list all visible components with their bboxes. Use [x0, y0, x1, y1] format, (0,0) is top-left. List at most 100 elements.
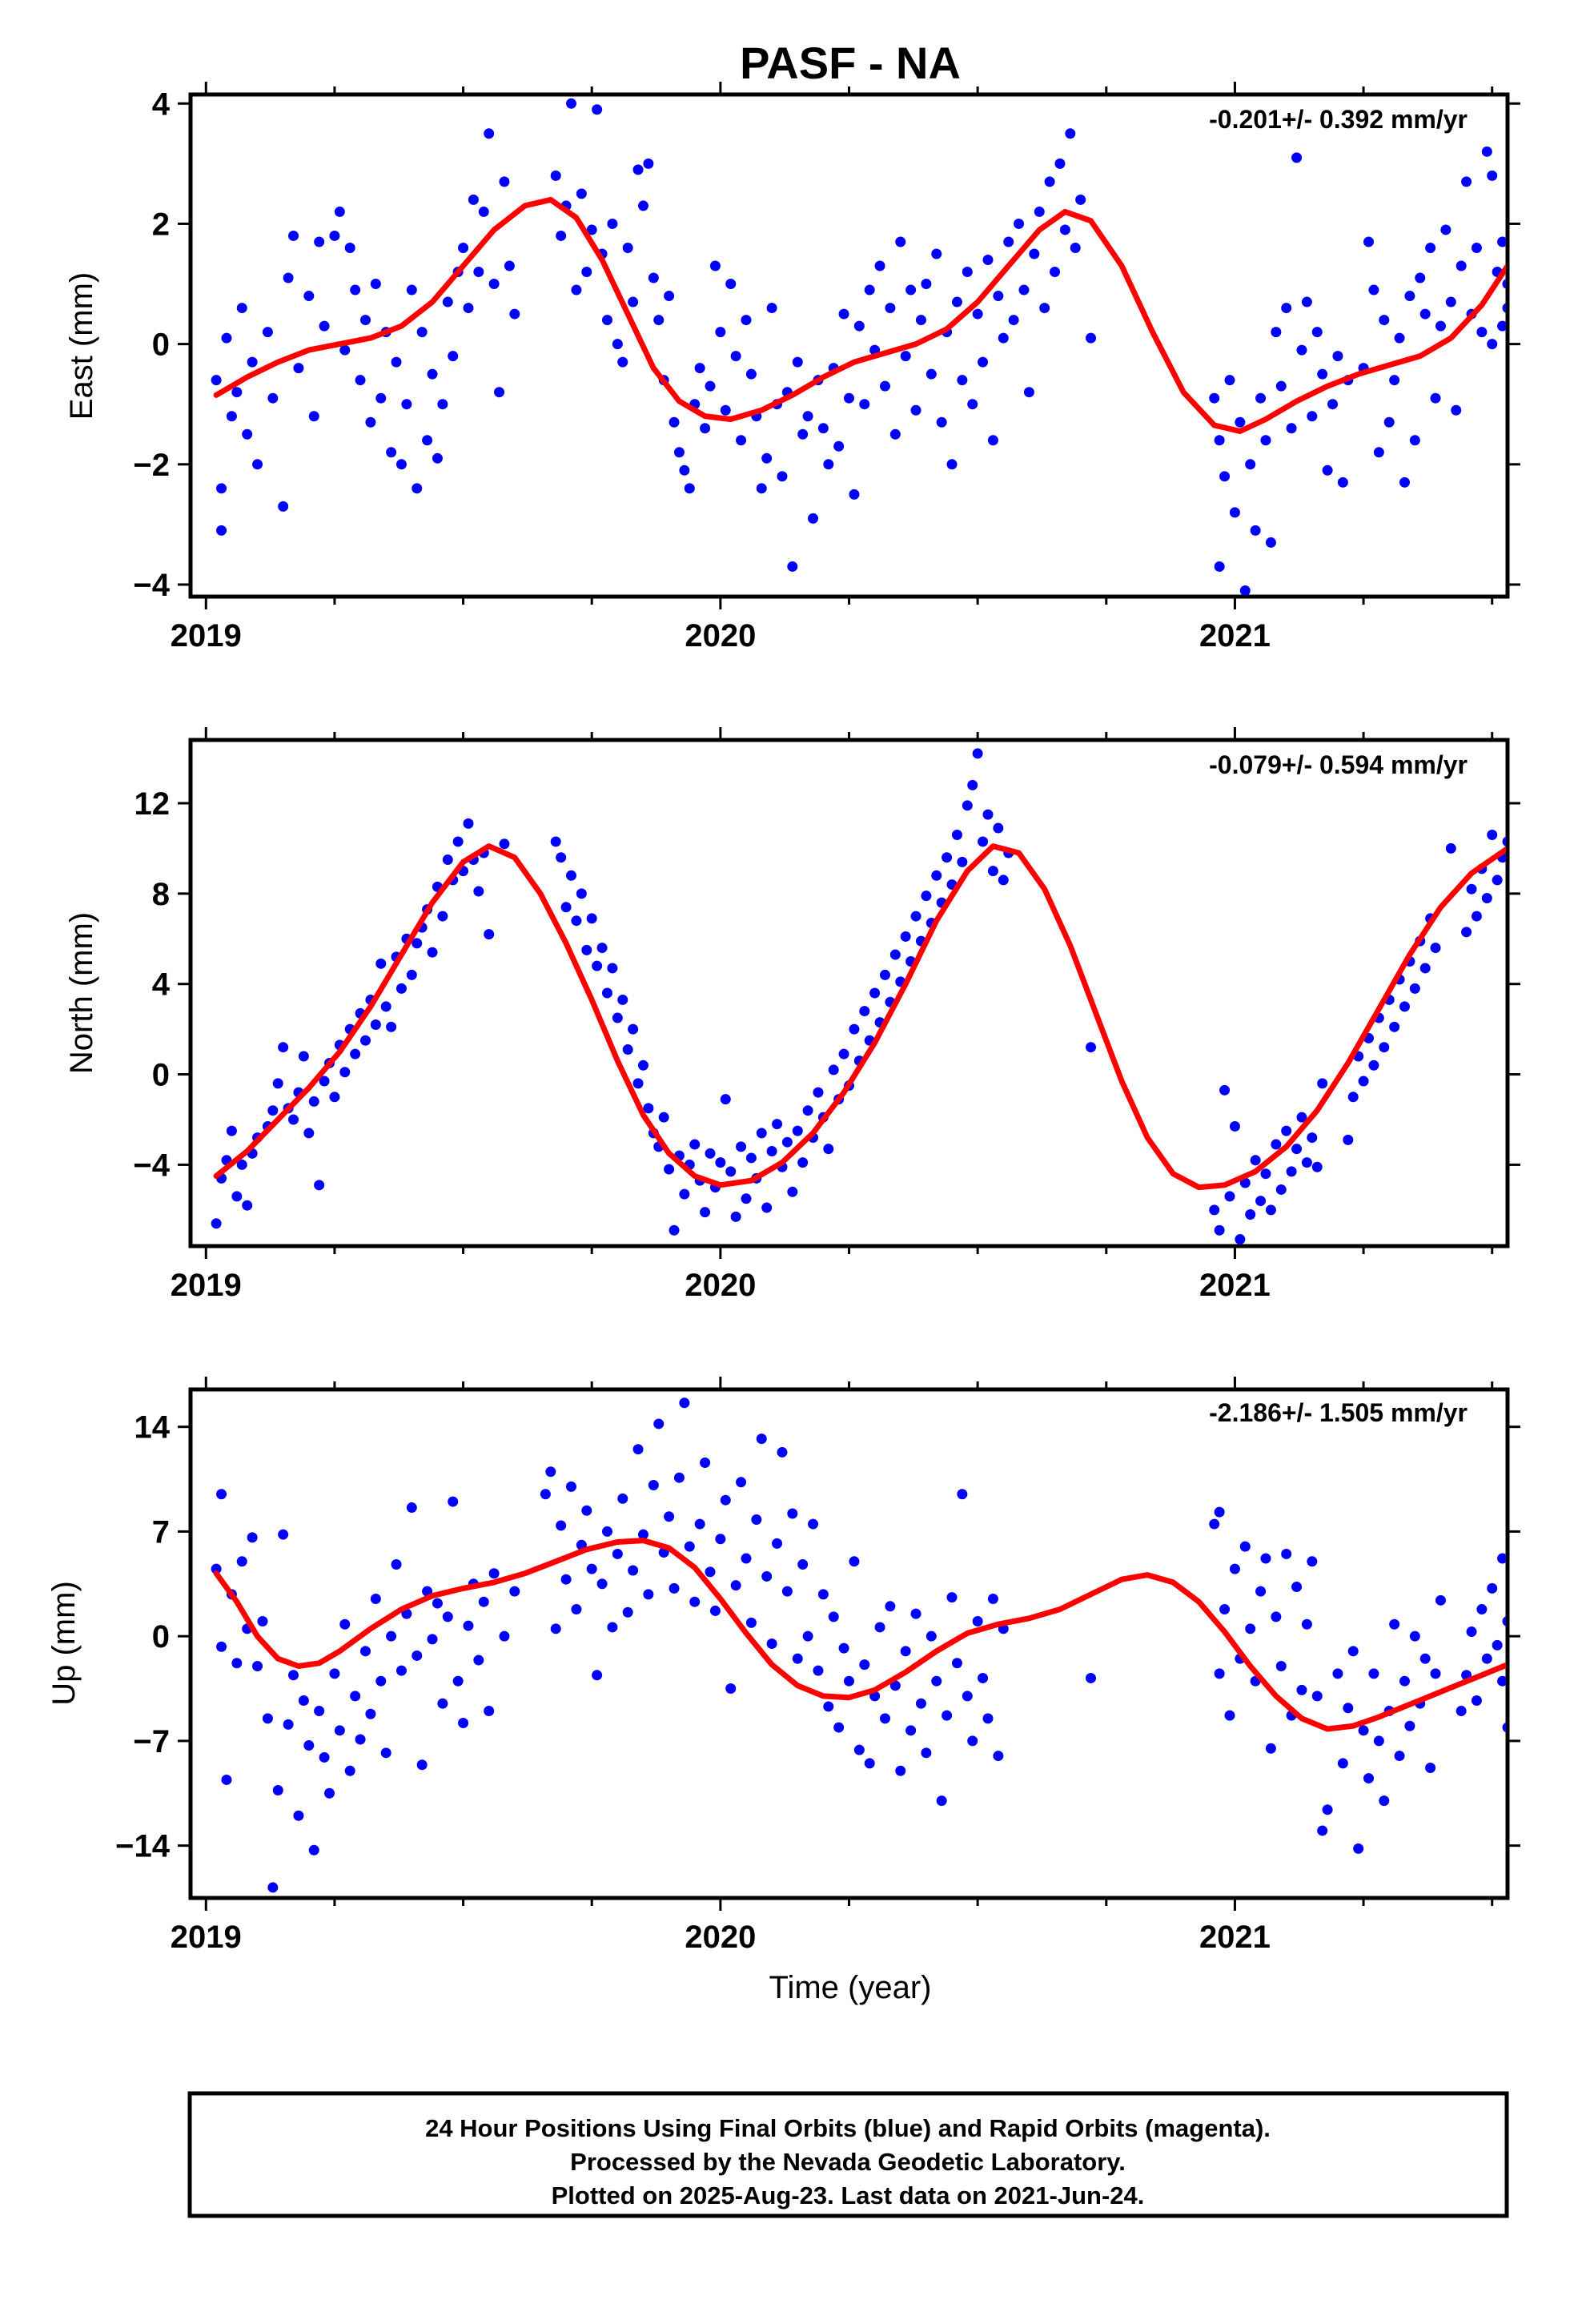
up-data-point: [1425, 1763, 1436, 1774]
north-y-tick-label: 12: [135, 786, 171, 822]
east-data-point: [375, 392, 387, 404]
east-data-point: [889, 428, 901, 440]
up-data-point: [669, 1582, 680, 1594]
up-data-point: [1368, 1668, 1379, 1679]
east-data-point: [1235, 416, 1246, 428]
up-data-point: [910, 1608, 921, 1619]
east-data-point: [1497, 236, 1506, 247]
east-data-point: [236, 303, 247, 314]
east-data-point: [1456, 260, 1467, 271]
east-data-point: [694, 363, 705, 374]
east-data-point: [1209, 392, 1220, 404]
panels: 2019 2020 2021 −4 −2 0 2 4 East (mm) -0.201+/- 0.…: [46, 82, 1520, 1955]
east-data-point: [653, 315, 665, 326]
footer-line-3: Plotted on 2025-Aug-23. Last data on 202…: [552, 2181, 1145, 2209]
east-y-tick-label: 4: [152, 86, 171, 122]
east-data-point: [736, 435, 747, 446]
north-data-point: [689, 1139, 701, 1150]
east-data-point: [1419, 308, 1431, 320]
up-x-tick-label: 2019: [171, 1920, 242, 1955]
east-data-point: [494, 387, 505, 398]
up-data-point: [308, 1844, 319, 1856]
up-data-point: [303, 1740, 315, 1751]
east-data-point: [1327, 399, 1339, 410]
north-data-point: [617, 994, 628, 1005]
north-data-point: [406, 969, 417, 980]
up-data-point: [350, 1691, 361, 1702]
up-data-point: [1265, 1743, 1276, 1754]
north-data-point: [802, 1105, 813, 1116]
north-data-point: [1219, 1084, 1231, 1096]
up-data-point: [1307, 1556, 1318, 1567]
north-data-point: [1358, 1076, 1369, 1087]
north-data-point: [957, 856, 968, 867]
east-data-point: [586, 224, 597, 235]
east-data-point: [669, 416, 680, 428]
east-data-point: [684, 483, 695, 494]
east-data-point: [473, 267, 484, 278]
east-data-point: [1430, 392, 1441, 404]
east-data-point: [853, 320, 865, 332]
up-data-point: [386, 1630, 397, 1642]
east-data-point: [468, 194, 479, 205]
north-data-point: [725, 1166, 737, 1177]
up-data-point: [1379, 1795, 1390, 1807]
up-data-point: [792, 1653, 803, 1664]
east-data-point: [1461, 176, 1472, 187]
up-data-point: [267, 1882, 279, 1893]
up-data-point: [1466, 1626, 1477, 1638]
north-data-point: [571, 915, 582, 927]
east-y-tick-label: −2: [133, 448, 170, 483]
up-data-point: [1471, 1695, 1482, 1706]
up-data-point: [1224, 1710, 1235, 1721]
east-data-point: [1445, 296, 1456, 308]
up-data-point: [900, 1646, 911, 1657]
east-data-point: [1214, 561, 1225, 572]
east-data-point: [319, 320, 330, 332]
east-data-point: [278, 501, 289, 512]
north-data-point: [592, 960, 603, 971]
north-data-point: [396, 983, 407, 994]
east-data-point: [1086, 332, 1097, 344]
east-x-tick-label: 2021: [1199, 618, 1271, 653]
north-y-tick-label: −4: [133, 1148, 170, 1183]
up-data-point: [741, 1553, 752, 1564]
up-data-point: [283, 1719, 294, 1730]
up-data-point: [745, 1617, 757, 1628]
north-data-point: [889, 949, 901, 960]
up-data-point: [637, 1529, 648, 1540]
up-data-point: [499, 1630, 510, 1642]
north-plot-area: [211, 748, 1506, 1244]
north-data-point: [1255, 1196, 1267, 1207]
up-data-point: [442, 1611, 453, 1622]
up-data-point: [216, 1489, 227, 1500]
up-data-point: [725, 1683, 737, 1695]
east-data-point: [1286, 423, 1297, 434]
up-data-point: [1337, 1758, 1348, 1769]
north-data-point: [761, 1202, 773, 1213]
north-data-point: [622, 1044, 633, 1055]
east-data-point: [808, 513, 819, 524]
east-data-point: [844, 392, 854, 404]
east-data-point: [900, 351, 911, 362]
north-data-point: [1409, 983, 1420, 994]
north-data-point: [921, 891, 932, 902]
north-data-point: [632, 1078, 644, 1089]
up-data-point: [673, 1472, 685, 1483]
north-data-point: [1430, 943, 1441, 954]
up-data-point: [700, 1458, 711, 1469]
up-y-tick-label: 0: [152, 1619, 170, 1655]
up-data-point: [601, 1526, 612, 1537]
up-data-point: [808, 1518, 819, 1530]
north-data-point: [442, 854, 453, 866]
up-data-point: [1492, 1639, 1503, 1651]
north-data-point: [978, 836, 989, 847]
north-data-point: [772, 1119, 783, 1130]
north-data-point: [556, 852, 567, 863]
up-x-tick-label: 2021: [1199, 1920, 1271, 1955]
up-data-point: [319, 1751, 330, 1763]
east-data-point: [756, 483, 767, 494]
east-data-point: [720, 404, 731, 416]
east-plot-area: [211, 98, 1506, 595]
